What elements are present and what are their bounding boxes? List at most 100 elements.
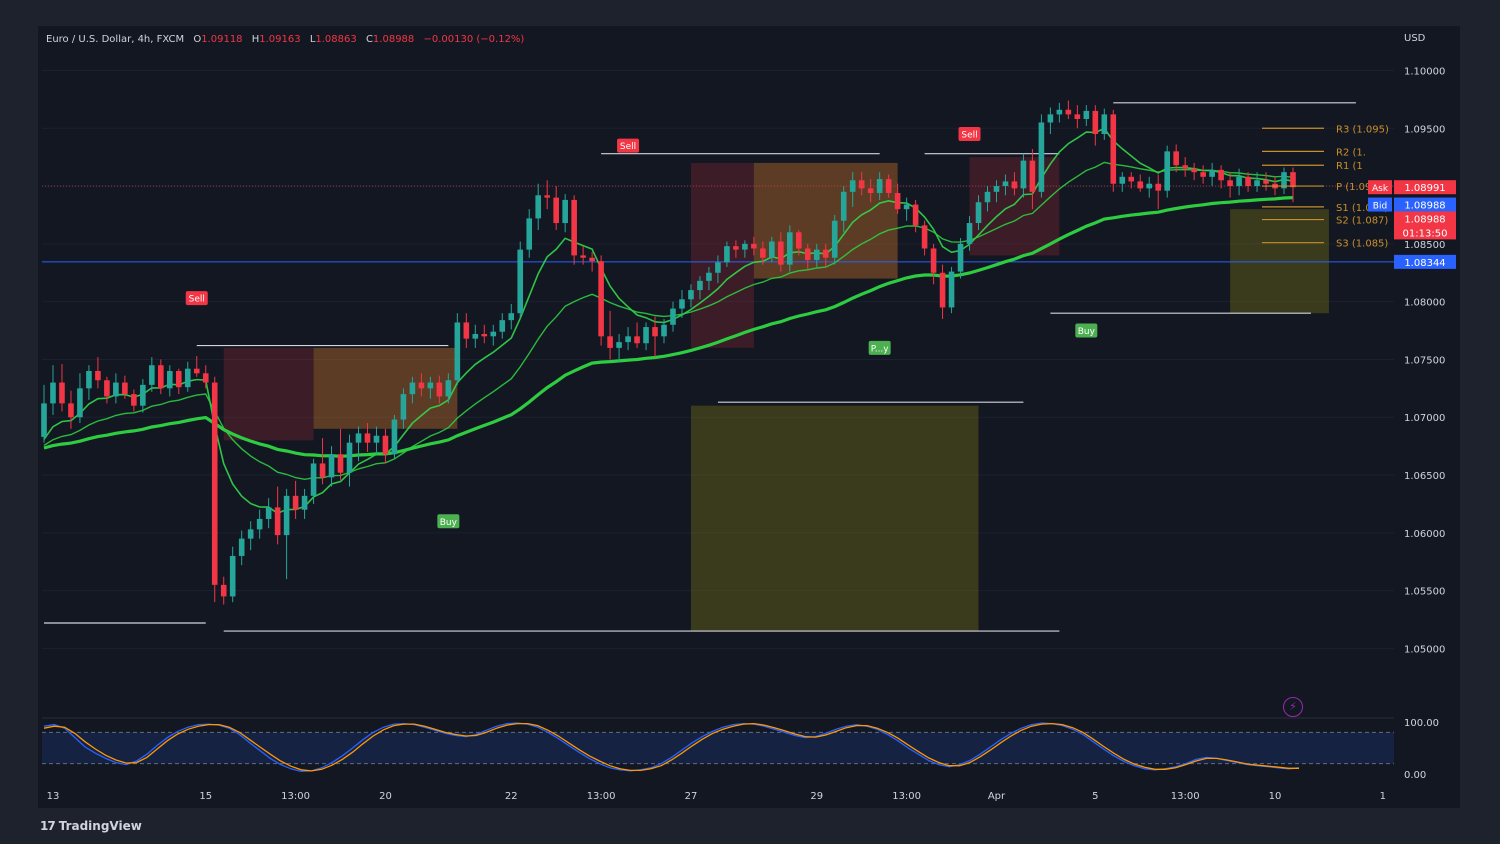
candle-body [867,188,874,193]
x-tick-label: 13:00 [892,791,921,802]
candle-body [1128,176,1135,182]
price-label [1394,211,1456,240]
candle-body [661,324,667,337]
price-label-text: 1.08988 [1404,201,1445,212]
candle-body [481,334,488,337]
candle-body [1191,168,1197,173]
candle-body [1227,180,1233,187]
candle-body [1002,181,1009,187]
x-tick-label: 1 [1380,791,1386,802]
sell-signal [185,291,208,306]
candle-body [939,272,946,308]
candle-body [634,336,640,344]
candle-body [166,371,173,389]
candle-body [238,538,245,556]
candle-body [822,249,829,258]
candle-body [274,507,281,536]
close-value: 1.08988 [372,34,415,45]
moving-average-line [43,161,1294,481]
high-value: 1.09163 [259,34,301,45]
oscillator-line [43,722,1299,772]
candle-body [795,232,802,249]
countdown-text: 01:13:50 [1403,228,1448,239]
x-tick-label: 10 [1269,791,1282,802]
tradingview-logo[interactable]: 17 TradingView [40,819,142,833]
candle-body [885,179,892,193]
x-tick-label: 13:00 [281,791,310,802]
price-label-text: 1.08988 [1404,214,1445,225]
candle-body [957,243,964,272]
currency-label[interactable]: USD [1404,33,1426,44]
candle-body [122,382,128,395]
candle-body [715,262,721,273]
candle-body [1182,165,1188,169]
y-tick-label: 1.09500 [1404,124,1445,135]
brand-label: TradingView [58,819,142,833]
candle-body [355,433,362,443]
candle-body [427,382,434,389]
price-tag [1368,197,1392,212]
symbol-title[interactable]: Euro / U.S. Dollar, 4h, FXCM [46,34,185,45]
candle-body [409,382,416,395]
candle-body [364,433,371,443]
pivot-label: R1 (1 [1336,161,1363,172]
y-tick-label: 1.10000 [1404,66,1445,77]
candle-body [113,382,119,397]
y-tick-label: 1.05500 [1404,587,1445,598]
moving-average-line [43,196,1294,458]
candle-body [993,186,1000,192]
candle-body [706,272,712,281]
candle-body [778,241,784,265]
price-label-text: 1.08344 [1404,258,1445,269]
pivot-label: R2 (1. [1336,147,1366,158]
candle-body [544,195,550,198]
candle-body [328,454,335,478]
candle-body [760,248,766,258]
candle-body [202,373,209,383]
candle-body [158,365,164,389]
buy-signal [868,340,891,355]
candle-body [1110,114,1117,184]
candle-body [903,204,910,210]
candle-body [508,313,515,321]
price-label-text: 1.08991 [1404,183,1445,194]
x-tick-label: 29 [810,791,823,802]
candle-body [562,199,568,224]
candle-body [616,342,622,348]
candle-body [1281,172,1287,189]
x-tick-label: 20 [379,791,392,802]
candle-body [337,454,344,473]
candle-body [607,336,613,348]
candle-body [391,419,398,455]
x-tick-label: 13 [47,791,60,802]
candle-body [140,384,146,406]
candle-body [553,197,559,224]
candle-body [50,382,56,404]
pivot-label: S1 (1.088) [1336,203,1388,214]
candle-body [193,368,200,374]
candle-body [229,555,236,597]
low-label: L [309,34,316,45]
signal-label: Buy [440,518,458,528]
candle-body [849,180,856,192]
chart-canvas[interactable]: 1.100001.095001.090001.085001.080001.075… [38,26,1460,808]
lightning-icon[interactable]: ⚡ [1283,697,1303,717]
candle-body [589,257,595,262]
osc-tick-label: 100.00 [1404,718,1439,729]
candle-body [310,463,317,496]
candle-body [77,388,83,418]
candle-body [769,241,775,258]
candle-body [652,327,658,337]
candle-body [346,442,353,473]
buy-zone [1230,209,1329,314]
pivot-label: S2 (1.087) [1336,216,1388,227]
candle-body [679,299,685,309]
candle-body [1137,181,1144,189]
candle-body [1254,180,1260,187]
candle-body [724,246,730,263]
candle-body [948,271,955,308]
candle-body [490,331,497,337]
candle-body [858,180,865,189]
candle-body [41,403,47,437]
x-tick-label: 15 [199,791,212,802]
